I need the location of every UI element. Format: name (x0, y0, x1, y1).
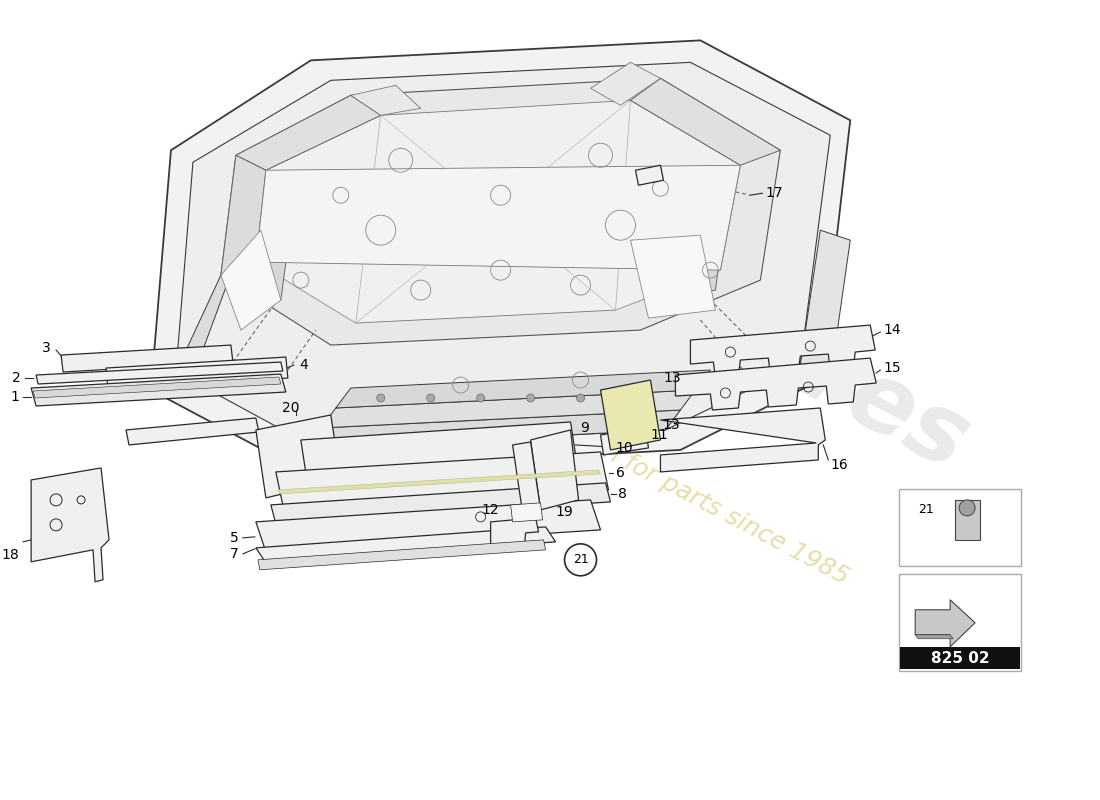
Polygon shape (336, 370, 711, 408)
Polygon shape (271, 483, 610, 524)
Text: 9: 9 (581, 421, 590, 435)
Polygon shape (630, 78, 780, 166)
Polygon shape (278, 470, 601, 494)
Polygon shape (591, 62, 660, 106)
Text: EuroFores: EuroFores (456, 150, 984, 490)
Text: 14: 14 (883, 323, 901, 337)
FancyBboxPatch shape (899, 489, 1021, 566)
Polygon shape (251, 225, 290, 307)
Polygon shape (601, 380, 660, 450)
Text: 21: 21 (918, 503, 934, 516)
Circle shape (527, 394, 535, 402)
Polygon shape (31, 374, 286, 406)
Circle shape (476, 394, 485, 402)
Polygon shape (256, 527, 556, 563)
Polygon shape (691, 325, 876, 378)
Polygon shape (630, 235, 715, 318)
Polygon shape (685, 215, 725, 295)
Polygon shape (660, 408, 825, 472)
Text: 3: 3 (42, 341, 51, 355)
Circle shape (627, 394, 635, 402)
Text: 17: 17 (766, 186, 783, 200)
Polygon shape (256, 415, 341, 498)
Circle shape (427, 394, 434, 402)
Polygon shape (351, 86, 420, 115)
Polygon shape (530, 430, 579, 510)
Polygon shape (176, 260, 235, 372)
Polygon shape (33, 377, 280, 398)
Polygon shape (221, 78, 780, 345)
Polygon shape (235, 95, 381, 170)
Text: 16: 16 (830, 458, 848, 472)
Polygon shape (636, 166, 663, 186)
Text: 7: 7 (230, 547, 239, 561)
Text: 12: 12 (481, 503, 498, 517)
Polygon shape (513, 442, 540, 513)
Polygon shape (276, 452, 608, 510)
Text: 2: 2 (12, 371, 21, 385)
Polygon shape (955, 500, 980, 540)
Polygon shape (321, 390, 695, 428)
Polygon shape (151, 40, 850, 470)
Polygon shape (106, 357, 288, 389)
Polygon shape (256, 100, 740, 323)
Polygon shape (31, 468, 109, 582)
Text: 825 02: 825 02 (931, 651, 990, 666)
Polygon shape (601, 428, 649, 455)
Text: 6: 6 (616, 466, 625, 480)
Polygon shape (257, 540, 546, 570)
Text: 21: 21 (573, 554, 588, 566)
Polygon shape (915, 634, 954, 638)
Polygon shape (491, 518, 539, 548)
Text: 13: 13 (662, 418, 680, 432)
Polygon shape (300, 422, 575, 473)
Polygon shape (801, 230, 850, 380)
Text: 5: 5 (230, 531, 239, 545)
Text: 13: 13 (663, 371, 681, 385)
Polygon shape (915, 600, 975, 646)
Polygon shape (126, 418, 258, 445)
Polygon shape (256, 166, 740, 270)
Text: 19: 19 (556, 505, 573, 519)
Text: 18: 18 (1, 548, 19, 562)
Circle shape (576, 394, 584, 402)
Polygon shape (221, 230, 280, 330)
Polygon shape (510, 503, 542, 522)
Polygon shape (176, 62, 830, 448)
Polygon shape (62, 345, 233, 372)
FancyBboxPatch shape (899, 574, 1021, 670)
Circle shape (377, 394, 385, 402)
Polygon shape (675, 358, 877, 410)
FancyBboxPatch shape (900, 646, 1020, 669)
Text: 4: 4 (299, 358, 308, 372)
Text: 11: 11 (650, 428, 668, 442)
Text: 20: 20 (282, 401, 299, 415)
Text: 1: 1 (10, 390, 19, 404)
Polygon shape (221, 155, 266, 275)
Polygon shape (316, 410, 681, 448)
Text: 10: 10 (616, 441, 634, 455)
Polygon shape (36, 362, 283, 384)
Circle shape (959, 500, 975, 516)
Text: a passion for parts since 1985: a passion for parts since 1985 (508, 390, 852, 589)
Text: 15: 15 (883, 361, 901, 375)
Polygon shape (256, 500, 601, 552)
Text: 8: 8 (618, 487, 627, 501)
